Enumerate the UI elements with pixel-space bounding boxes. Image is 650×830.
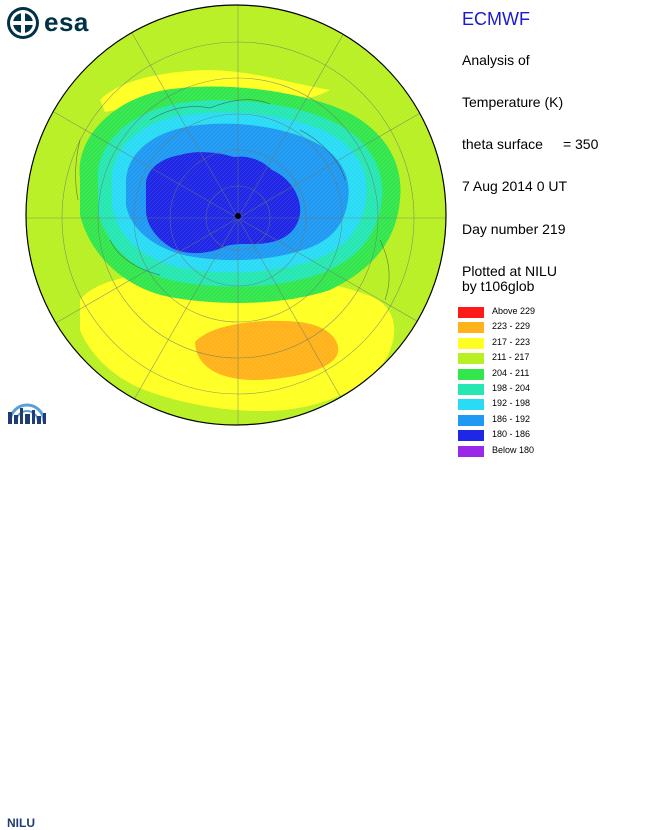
legend-row: Below 180 [458, 444, 578, 459]
nilu-wordmark: NILU [7, 816, 35, 830]
legend-row: 186 - 192 [458, 413, 578, 428]
legend-swatch [458, 307, 484, 318]
by-line: by t106glob [462, 278, 535, 294]
legend-row: 204 - 211 [458, 367, 578, 382]
legend-row: 180 - 186 [458, 428, 578, 443]
legend-swatch [458, 368, 484, 380]
nilu-logo: NILU [4, 388, 50, 830]
legend-label: 211 - 217 [492, 352, 530, 363]
legend-label: 217 - 223 [492, 336, 531, 347]
surface-line: theta surface = 350 [462, 136, 598, 152]
esa-logo: esa [4, 4, 104, 44]
surface-label: theta surface [462, 136, 543, 152]
legend-label: 192 - 198 [492, 398, 531, 409]
color-legend: Above 229 223 - 229 217 - 223 211 - 217 204 … [458, 305, 578, 459]
legend-row: 211 - 217 [458, 351, 578, 366]
legend-label: 223 - 229 [492, 321, 531, 332]
legend-swatch [458, 399, 484, 411]
esa-wordmark: esa [44, 7, 89, 37]
legend-swatch [458, 353, 484, 365]
legend-label: 180 - 186 [492, 429, 531, 440]
org-title: ECMWF [462, 9, 530, 29]
legend-row: 198 - 204 [458, 382, 578, 397]
temperature-map [25, 4, 447, 426]
legend-swatch [458, 430, 484, 442]
surface-value: = 350 [562, 136, 599, 152]
legend-swatch [458, 322, 484, 334]
legend-label: Below 180 [492, 444, 535, 455]
legend-row: 192 - 198 [458, 397, 578, 412]
legend-label: 204 - 211 [492, 367, 530, 378]
legend-label: 198 - 204 [492, 382, 531, 393]
globe-outline [25, 4, 447, 426]
legend-row: Above 229 [458, 305, 578, 320]
plotted-line: Plotted at NILU [462, 263, 557, 279]
quantity-label: Temperature (K) [462, 94, 564, 110]
analysis-label: Analysis of [462, 52, 530, 68]
legend-row: 217 - 223 [458, 336, 578, 351]
legend-swatch [458, 337, 484, 349]
date-line: 7 Aug 2014 0 UT [462, 178, 568, 194]
legend-label: 186 - 192 [492, 413, 531, 424]
legend-swatch [458, 414, 484, 426]
legend-swatch [458, 383, 484, 395]
legend-label: Above 229 [492, 306, 536, 316]
legend-row: 223 - 229 [458, 320, 578, 335]
day-line: Day number 219 [462, 221, 566, 237]
legend-swatch [458, 445, 484, 457]
